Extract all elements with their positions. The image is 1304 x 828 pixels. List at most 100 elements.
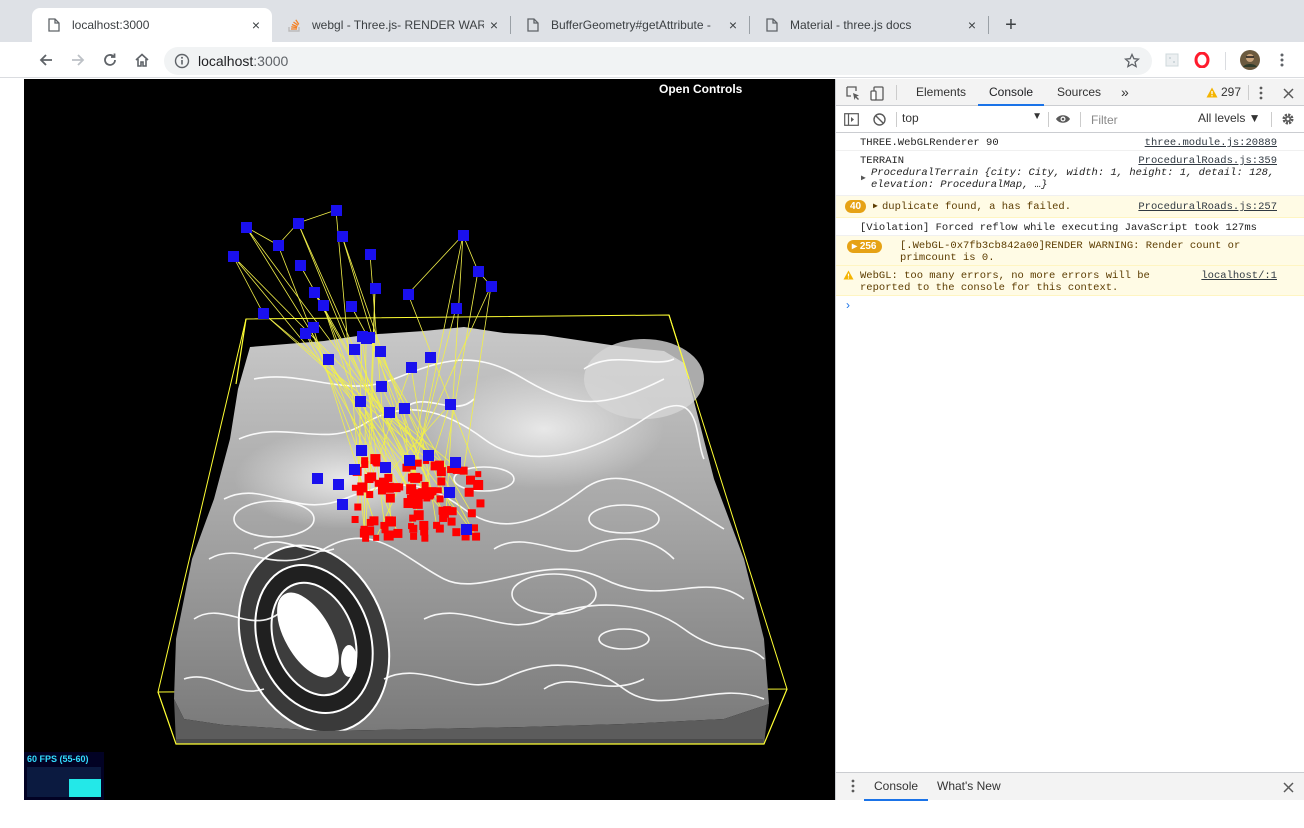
graph-edge: [361, 335, 386, 530]
red-node: [377, 486, 386, 495]
red-node: [357, 482, 368, 493]
address-bar[interactable]: localhost:3000: [164, 47, 1152, 75]
tab-sources[interactable]: Sources: [1057, 85, 1102, 99]
red-node: [385, 493, 395, 503]
blue-node: [346, 301, 357, 312]
open-controls-button[interactable]: Open Controls: [659, 82, 743, 96]
red-node: [380, 521, 388, 529]
close-icon[interactable]: ×: [251, 17, 261, 33]
avatar: [1240, 50, 1260, 70]
red-node: [373, 534, 380, 541]
console-prompt[interactable]: ›: [836, 296, 1304, 316]
new-tab-button[interactable]: +: [1005, 13, 1017, 36]
inspect-element-icon[interactable]: [844, 84, 862, 102]
tab-localhost[interactable]: localhost:3000 ×: [32, 8, 272, 42]
source-link[interactable]: ProceduralRoads.js:257: [1138, 201, 1277, 213]
expand-triangle-icon[interactable]: ▶: [873, 202, 878, 211]
console-warning: 40 ▶ duplicate found, a has failed. Proc…: [836, 196, 1304, 218]
blue-node: [384, 407, 395, 418]
graph-edge: [375, 285, 492, 539]
show-sidebar-icon[interactable]: [842, 110, 860, 128]
red-node: [475, 471, 482, 478]
more-tabs-button[interactable]: »: [1121, 84, 1129, 100]
red-node: [447, 466, 455, 474]
drawer-menu-icon[interactable]: [844, 777, 862, 795]
drawer-tab-whats-new[interactable]: What's New: [937, 779, 1001, 793]
warning-counter[interactable]: 297: [1206, 85, 1241, 99]
red-node: [381, 526, 389, 534]
blue-node: [450, 457, 461, 468]
profile-button[interactable]: [1238, 48, 1262, 72]
red-node: [420, 527, 429, 536]
close-icon[interactable]: [1279, 778, 1297, 796]
opera-extension-button[interactable]: [1190, 48, 1214, 72]
blue-node: [445, 399, 456, 410]
tab-buffergeometry[interactable]: BufferGeometry#getAttribute - ×: [511, 8, 749, 42]
source-link[interactable]: localhost/:1: [1201, 270, 1277, 282]
device-toolbar-icon[interactable]: [868, 84, 886, 102]
blue-node: [309, 287, 320, 298]
object-preview[interactable]: ProceduralTerrain {city: City, width: 1,…: [871, 167, 1275, 191]
home-button[interactable]: [130, 48, 154, 72]
back-button[interactable]: [34, 48, 58, 72]
blue-node: [349, 464, 360, 475]
toolbar-divider: [1080, 112, 1081, 127]
graph-edge: [463, 285, 492, 471]
red-node: [438, 506, 447, 515]
red-node: [351, 484, 358, 491]
blue-node: [356, 445, 367, 456]
page-icon: [525, 17, 541, 33]
tab-title: webgl - Three.js- RENDER WAR: [312, 18, 484, 32]
message-text: THREE.WebGLRenderer 90: [860, 137, 999, 149]
forward-button[interactable]: [66, 48, 90, 72]
drawer-tab-console[interactable]: Console: [864, 773, 929, 801]
close-icon[interactable]: ×: [489, 17, 499, 33]
blue-node: [312, 473, 323, 484]
gear-icon[interactable]: [1279, 110, 1297, 128]
extension-button[interactable]: [1160, 48, 1184, 72]
close-icon[interactable]: ×: [967, 17, 977, 33]
red-node: [361, 460, 369, 468]
tab-elements[interactable]: Elements: [916, 85, 967, 99]
clear-console-icon[interactable]: [870, 110, 888, 128]
blue-node: [293, 218, 304, 229]
live-expression-eye-icon[interactable]: [1054, 110, 1072, 128]
tab-material[interactable]: Material - three.js docs ×: [750, 8, 988, 42]
console-warning: ▸ 256 [.WebGL-0x7fb3cb842a00]RENDER WARN…: [836, 236, 1304, 266]
red-node: [447, 517, 456, 526]
tab-webgl[interactable]: webgl - Three.js- RENDER WAR ×: [272, 8, 510, 42]
menu-button[interactable]: [1270, 48, 1294, 72]
source-link[interactable]: three.module.js:20889: [1144, 137, 1277, 149]
red-node: [437, 477, 446, 486]
red-node: [467, 509, 476, 518]
repeat-count-badge: ▸ 256: [847, 240, 882, 253]
toolbar-divider: [1048, 112, 1049, 127]
blue-node: [308, 322, 319, 333]
close-icon[interactable]: ×: [728, 17, 738, 33]
bookmark-star-icon[interactable]: [1124, 53, 1140, 69]
url-text: localhost:3000: [198, 53, 289, 69]
red-node: [369, 516, 379, 526]
tab-console[interactable]: Console: [978, 79, 1045, 106]
red-node: [442, 511, 449, 518]
log-levels-dropdown[interactable]: All levels ▼: [1198, 111, 1261, 125]
devtools-menu-icon[interactable]: [1252, 84, 1270, 102]
red-node: [406, 484, 417, 495]
webgl-canvas[interactable]: Open Controls 60 FPS (55-60): [24, 79, 835, 800]
graph-edge: [407, 293, 479, 475]
red-node: [410, 472, 421, 483]
context-selector[interactable]: top ▼: [902, 111, 1042, 128]
blue-node: [399, 403, 410, 414]
close-icon[interactable]: [1279, 84, 1297, 102]
blue-node: [241, 222, 252, 233]
red-node: [452, 465, 461, 474]
expand-triangle-icon[interactable]: ▶: [861, 174, 866, 183]
blue-node: [403, 289, 414, 300]
terrain-front: [174, 699, 769, 744]
source-link[interactable]: ProceduralRoads.js:359: [1138, 155, 1277, 167]
reload-button[interactable]: [98, 48, 122, 72]
filter-input[interactable]: [1089, 111, 1189, 129]
fps-label: 60 FPS (55-60): [27, 754, 89, 764]
opera-icon: [1194, 52, 1210, 68]
info-icon[interactable]: [174, 53, 190, 69]
